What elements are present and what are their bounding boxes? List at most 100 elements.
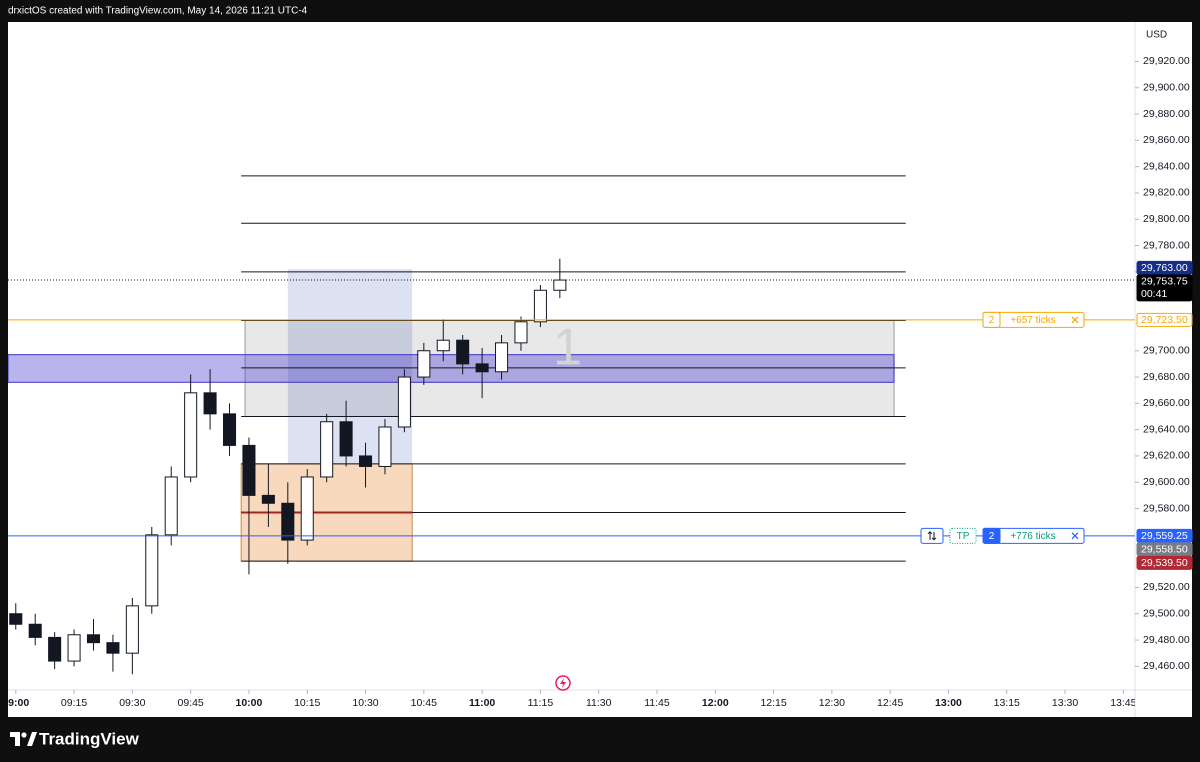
- candle-body: [475, 363, 489, 373]
- candle-body: [281, 502, 295, 541]
- header: drxictOS created with TradingView.com, M…: [8, 6, 308, 17]
- x-tick-label: 13:15: [994, 697, 1020, 709]
- candle-body: [145, 534, 159, 607]
- order-tag-box: [949, 527, 977, 544]
- x-tick-label: 11:00: [469, 697, 495, 709]
- price-tag-label: 29,539.50: [1141, 557, 1188, 569]
- y-tick-label: 29,700.00: [1143, 345, 1190, 357]
- order-qty-box: [982, 311, 1001, 328]
- price-tag-label: 29,763.00: [1141, 262, 1188, 274]
- candle-body: [9, 613, 23, 625]
- candle-body: [106, 642, 120, 654]
- price-tag-label: 29,723.50: [1141, 314, 1188, 326]
- y-tick-label: 29,640.00: [1143, 423, 1190, 435]
- order-qty: 2: [989, 531, 995, 542]
- y-tick-label: 29,460.00: [1143, 660, 1190, 672]
- price-tag-label: 29,558.50: [1141, 544, 1188, 556]
- x-tick-label: 09:30: [119, 697, 145, 709]
- candle-body: [339, 421, 353, 457]
- price-tag-label: 29,753.75: [1141, 276, 1188, 288]
- candle-body: [67, 634, 81, 662]
- y-tick-label: 29,480.00: [1143, 634, 1190, 646]
- candle-body: [436, 339, 450, 352]
- candle-body: [261, 494, 275, 504]
- order-text: +776 ticks: [1010, 531, 1055, 542]
- candle-body: [48, 636, 62, 662]
- candle-body: [222, 413, 237, 446]
- candle-body: [456, 339, 470, 365]
- candle-body: [125, 605, 139, 654]
- y-tick-label: 29,680.00: [1143, 371, 1190, 383]
- x-tick-label: 12:45: [877, 697, 903, 709]
- x-tick-label: 11:15: [528, 697, 554, 709]
- candle-body: [553, 279, 567, 291]
- candle-body: [514, 321, 528, 344]
- candle-body: [397, 376, 411, 428]
- candle-body: [533, 289, 547, 323]
- y-tick-label: 29,800.00: [1143, 213, 1190, 225]
- x-tick-label: 10:15: [294, 697, 320, 709]
- alert-icon: [555, 675, 571, 691]
- x-tick-label: 09:00: [2, 697, 29, 709]
- y-tick-label: 29,840.00: [1143, 160, 1190, 172]
- reverse-icon: [927, 531, 937, 541]
- order-qty-box: [982, 527, 1001, 544]
- y-tick-label: 29,880.00: [1143, 108, 1190, 120]
- candle-body: [203, 392, 217, 415]
- annotation: 1: [553, 318, 582, 376]
- x-tick-label: 13:30: [1052, 697, 1078, 709]
- y-tick-label: 29,620.00: [1143, 450, 1190, 462]
- x-tick-label: 11:30: [586, 697, 612, 709]
- x-tick-label: 13:00: [935, 697, 962, 709]
- order-qty: 2: [989, 315, 995, 326]
- candle-body: [417, 350, 431, 378]
- order-close: [1071, 316, 1079, 324]
- price-tag: [1136, 274, 1193, 302]
- price-tag: [1136, 555, 1193, 570]
- zone: [8, 354, 895, 383]
- y-tick-label: 29,780.00: [1143, 239, 1190, 251]
- zone: [244, 319, 895, 417]
- x-tick-label: 13:45: [1110, 697, 1136, 709]
- price-tag-countdown: 00:41: [1141, 288, 1167, 300]
- candle-body: [28, 623, 42, 638]
- x-tick-label: 10:00: [236, 697, 263, 709]
- y-tick-label: 29,920.00: [1143, 55, 1190, 67]
- order-close: [1071, 532, 1079, 540]
- y-tick-label: 29,500.00: [1143, 608, 1190, 620]
- order-text: +657 ticks: [1010, 315, 1055, 326]
- candle-body: [184, 392, 198, 478]
- candle-body: [495, 342, 509, 373]
- currency: USD: [1146, 30, 1167, 41]
- x-tick-label: 10:45: [411, 697, 437, 709]
- candle-body: [359, 455, 373, 467]
- x-tick-label: 11:45: [644, 697, 670, 709]
- y-tick-label: 29,900.00: [1143, 82, 1190, 94]
- candle-body: [320, 421, 334, 478]
- x-tick-label: 12:30: [819, 697, 845, 709]
- candle-body: [86, 634, 101, 644]
- price-tag-label: 29,559.25: [1141, 530, 1188, 542]
- price-tag: [1136, 312, 1193, 327]
- brand: TradingView: [39, 729, 140, 748]
- x-tick-label: 12:15: [760, 697, 786, 709]
- y-tick-label: 29,660.00: [1143, 397, 1190, 409]
- chart-area: [8, 22, 1192, 717]
- x-tick-label: 12:00: [702, 697, 729, 709]
- x-tick-label: 09:45: [178, 697, 204, 709]
- y-tick-label: 29,860.00: [1143, 134, 1190, 146]
- y-tick-label: 29,600.00: [1143, 476, 1190, 488]
- x-tick-label: 09:15: [61, 697, 87, 709]
- candle-body: [378, 426, 392, 467]
- x-tick-label: 10:30: [352, 697, 378, 709]
- y-tick-label: 29,520.00: [1143, 581, 1190, 593]
- candle-body: [300, 476, 314, 541]
- logo: [10, 732, 37, 746]
- reverse-button: [920, 527, 944, 544]
- y-tick-label: 29,820.00: [1143, 187, 1190, 199]
- candle-body: [164, 476, 178, 536]
- candle-body: [242, 444, 256, 496]
- y-tick-label: 29,580.00: [1143, 502, 1190, 514]
